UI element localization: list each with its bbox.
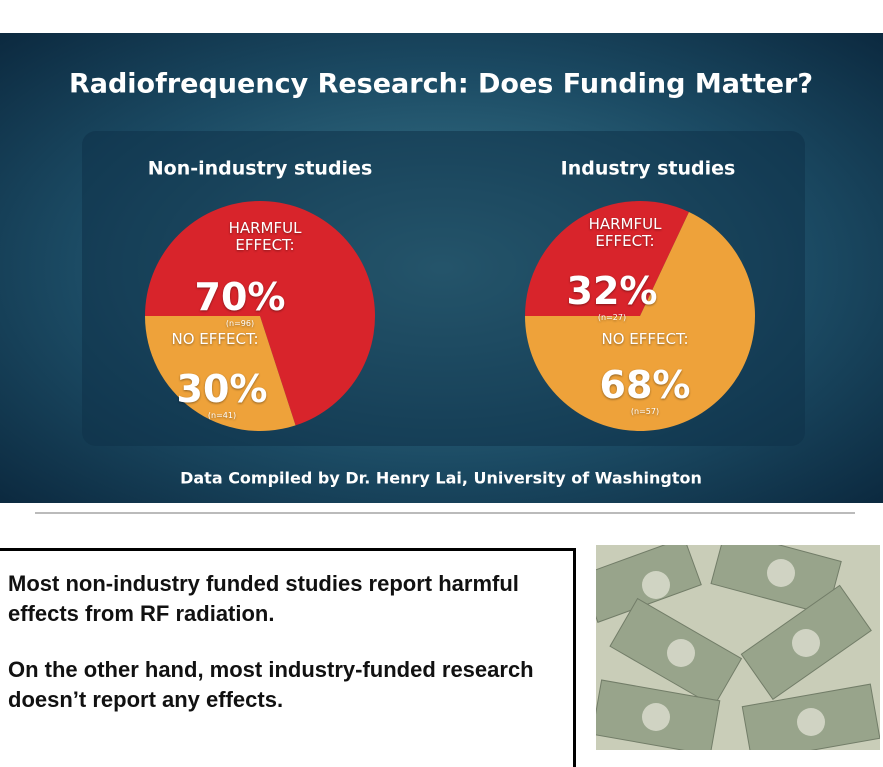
pie-slice [145, 200, 375, 426]
money-image [596, 545, 880, 750]
pie-slice [525, 201, 689, 316]
slice-value-label: 70% [194, 275, 286, 319]
slice-category: HARMFUL EFFECT: [228, 219, 302, 254]
slice-sample-label: (n=96) [225, 319, 255, 328]
slice-sample-label: (n=57) [630, 407, 660, 416]
caption-paragraph: Most non-industry funded studies report … [8, 571, 519, 626]
slice-value-label: 68% [599, 363, 691, 407]
pie-slice [525, 211, 755, 431]
pie-slice [145, 316, 296, 431]
slice-category: NO EFFECT: [601, 330, 689, 348]
slice-category: HARMFUL EFFECT: [588, 215, 662, 250]
pie-title: Industry studies [561, 158, 736, 180]
caption-paragraph: On the other hand, most industry-funded … [8, 657, 534, 712]
slice-sample-label: (n=41) [207, 411, 237, 420]
separator [35, 512, 855, 514]
slice-category: NO EFFECT: [171, 330, 259, 348]
slide: Radiofrequency Research: Does Funding Ma… [0, 33, 883, 503]
slice-value-label: 32% [566, 269, 658, 313]
slice-value-label: 30% [176, 367, 268, 411]
pie-title: Non-industry studies [148, 158, 373, 180]
slice-sample-label: (n=27) [597, 313, 627, 322]
caption-box: Most non-industry funded studies report … [0, 548, 576, 767]
credit: Data Compiled by Dr. Henry Lai, Universi… [180, 469, 702, 488]
slide-title: Radiofrequency Research: Does Funding Ma… [69, 69, 813, 100]
